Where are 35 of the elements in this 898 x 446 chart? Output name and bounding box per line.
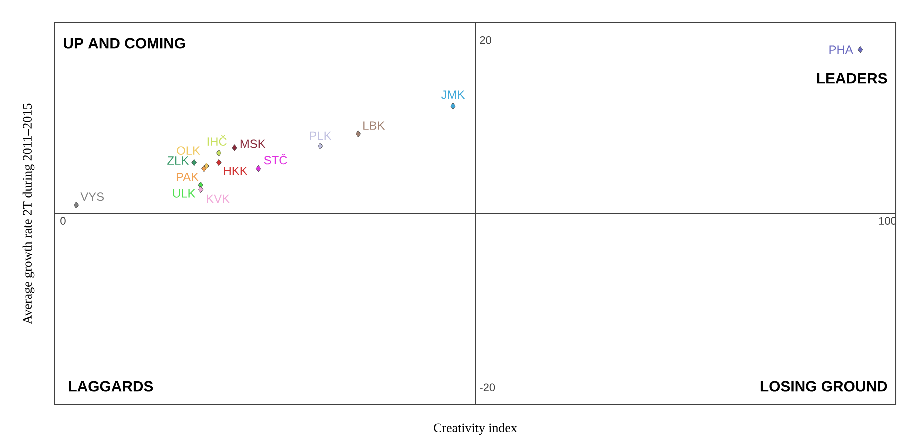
- point: [204, 162, 210, 170]
- annotation: LOSING GROUND: [760, 381, 888, 392]
- annotation: UP AND COMING: [64, 38, 186, 49]
- series-label: MSK: [240, 140, 266, 148]
- point: [198, 186, 204, 194]
- series-label: IHČ: [208, 135, 227, 146]
- series-label: KVK: [207, 194, 230, 204]
- point: [256, 165, 262, 172]
- series-label: OLK: [177, 146, 200, 156]
- point: [858, 46, 864, 54]
- point: [318, 142, 324, 150]
- point: [192, 159, 197, 166]
- series-label: ZLK: [168, 156, 190, 165]
- y-tick-label: 20: [480, 36, 492, 44]
- series-label: ULK: [173, 190, 196, 198]
- series-label: JMK: [441, 90, 466, 100]
- point: [356, 130, 362, 138]
- x-axis-title: Creativity index: [434, 423, 518, 436]
- point: [216, 159, 222, 166]
- point: [74, 202, 80, 209]
- annotation: LAGGARDS: [69, 381, 154, 392]
- series-label: VYS: [80, 192, 104, 202]
- point: [232, 144, 238, 152]
- series-label: PLK: [310, 132, 332, 140]
- series-label: HKK: [224, 166, 248, 176]
- y-tick-label: -20: [480, 384, 496, 392]
- series-label: LBK: [364, 122, 386, 130]
- point: [216, 150, 222, 157]
- point: [450, 102, 456, 110]
- series-label: PAK: [176, 173, 199, 182]
- series-label: PHA: [830, 46, 854, 54]
- y-axis-title: Average growth rate 2T during 2011–2015: [22, 104, 35, 324]
- annotation: LEADERS: [817, 73, 888, 84]
- series-label: STČ: [264, 154, 288, 165]
- x-tick-label: 0: [60, 217, 66, 225]
